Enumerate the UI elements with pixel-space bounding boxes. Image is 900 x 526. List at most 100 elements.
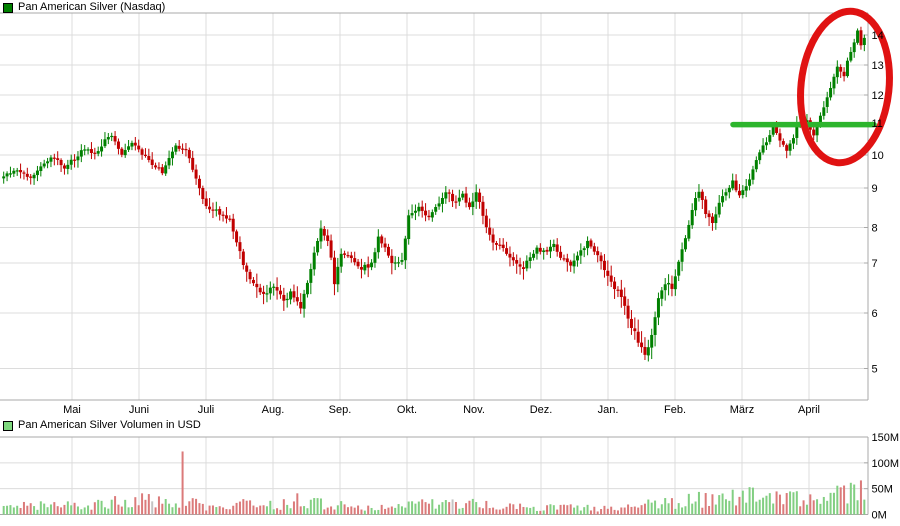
volume-bar: [566, 505, 569, 515]
volume-bar: [576, 505, 579, 515]
volume-bar: [789, 491, 792, 515]
candle-body: [46, 161, 50, 164]
candle-body: [113, 136, 117, 142]
volume-bar: [100, 500, 103, 515]
volume-bar: [718, 495, 721, 515]
volume-bar: [758, 499, 761, 515]
candle-body: [32, 174, 36, 179]
candle-body: [829, 88, 833, 98]
volume-bar: [161, 503, 164, 515]
volume-bar: [687, 493, 690, 515]
candle-body: [660, 290, 664, 299]
volume-bar: [630, 506, 633, 515]
candle-body: [842, 71, 846, 77]
candle-body: [825, 97, 829, 107]
candle-body: [451, 193, 455, 202]
candle-body: [569, 261, 573, 266]
candle-body: [2, 176, 6, 179]
candle-body: [528, 257, 532, 261]
volume-bar: [53, 502, 56, 515]
volume-bar: [620, 507, 623, 515]
candle-body: [201, 188, 205, 200]
candle-body: [120, 148, 124, 155]
candle-body: [768, 135, 772, 142]
axis-label: Okt.: [397, 404, 417, 416]
volume-bar: [542, 510, 545, 515]
volume-bar: [724, 499, 727, 515]
volume-bar: [6, 505, 9, 515]
volume-bar: [606, 508, 609, 515]
volume-bar: [296, 493, 299, 515]
candle-body: [380, 236, 384, 244]
volume-bar: [495, 509, 498, 515]
volume-bar: [70, 505, 73, 515]
candle-body: [741, 190, 745, 196]
candle-body: [221, 214, 225, 216]
candle-body: [643, 346, 647, 355]
volume-bar: [26, 505, 29, 515]
price-series-swatch: [3, 2, 13, 13]
candle-body: [677, 261, 681, 276]
volume-bar: [512, 504, 515, 515]
axis-label: 50M: [872, 484, 893, 496]
candle-body: [62, 165, 66, 169]
volume-bar: [836, 485, 839, 515]
candle-body: [39, 166, 43, 172]
volume-bar: [708, 505, 711, 515]
candle-body: [646, 347, 650, 356]
volume-bar: [164, 499, 167, 515]
candle-body: [231, 218, 235, 232]
volume-bar: [73, 502, 76, 515]
volume-bar: [799, 506, 802, 515]
volume-bar: [377, 509, 380, 515]
volume-bar: [319, 498, 322, 515]
volume-bar: [684, 506, 687, 515]
volume-bar: [56, 506, 59, 515]
candle-body: [299, 301, 303, 309]
candle-body: [147, 155, 151, 160]
candle-body: [602, 260, 606, 271]
volume-bar: [751, 487, 754, 515]
candle-body: [164, 165, 168, 174]
axis-label: 5: [872, 364, 878, 376]
candle-body: [467, 202, 471, 208]
candle-body: [417, 206, 421, 212]
candle-body: [758, 152, 762, 161]
candle-body: [532, 253, 536, 258]
volume-bar: [417, 501, 420, 515]
candle-body: [815, 124, 819, 136]
volume-bar: [151, 501, 154, 515]
candle-body: [795, 122, 799, 138]
candle-body: [538, 247, 542, 252]
volume-bar: [498, 509, 501, 515]
volume-bar: [694, 501, 697, 515]
candle-body: [154, 165, 158, 168]
axis-label: 7: [872, 258, 878, 270]
candle-body: [751, 169, 755, 180]
candle-body: [727, 187, 731, 193]
volume-bar: [772, 503, 775, 515]
volume-bar: [714, 504, 717, 515]
candle-body: [137, 145, 141, 150]
candle-body: [143, 154, 147, 156]
candle-body: [508, 253, 512, 258]
volume-bar: [127, 507, 130, 515]
volume-bar: [346, 507, 349, 515]
candle-body: [694, 198, 698, 211]
candle-body: [160, 167, 164, 174]
volume-bar: [232, 505, 235, 515]
candle-body: [100, 146, 104, 152]
volume-bar: [76, 506, 79, 515]
volume-bar: [819, 503, 822, 515]
axis-label: 0M: [872, 510, 887, 522]
candle-body: [734, 180, 738, 191]
candle-body: [731, 180, 735, 189]
volume-bar: [853, 484, 856, 515]
candle-body: [822, 107, 826, 116]
candle-body: [710, 216, 714, 224]
volume-bar: [755, 501, 758, 515]
volume-bar: [816, 499, 819, 515]
volume-bar: [829, 492, 832, 515]
candle-body: [194, 169, 198, 179]
candle-body: [474, 192, 478, 202]
